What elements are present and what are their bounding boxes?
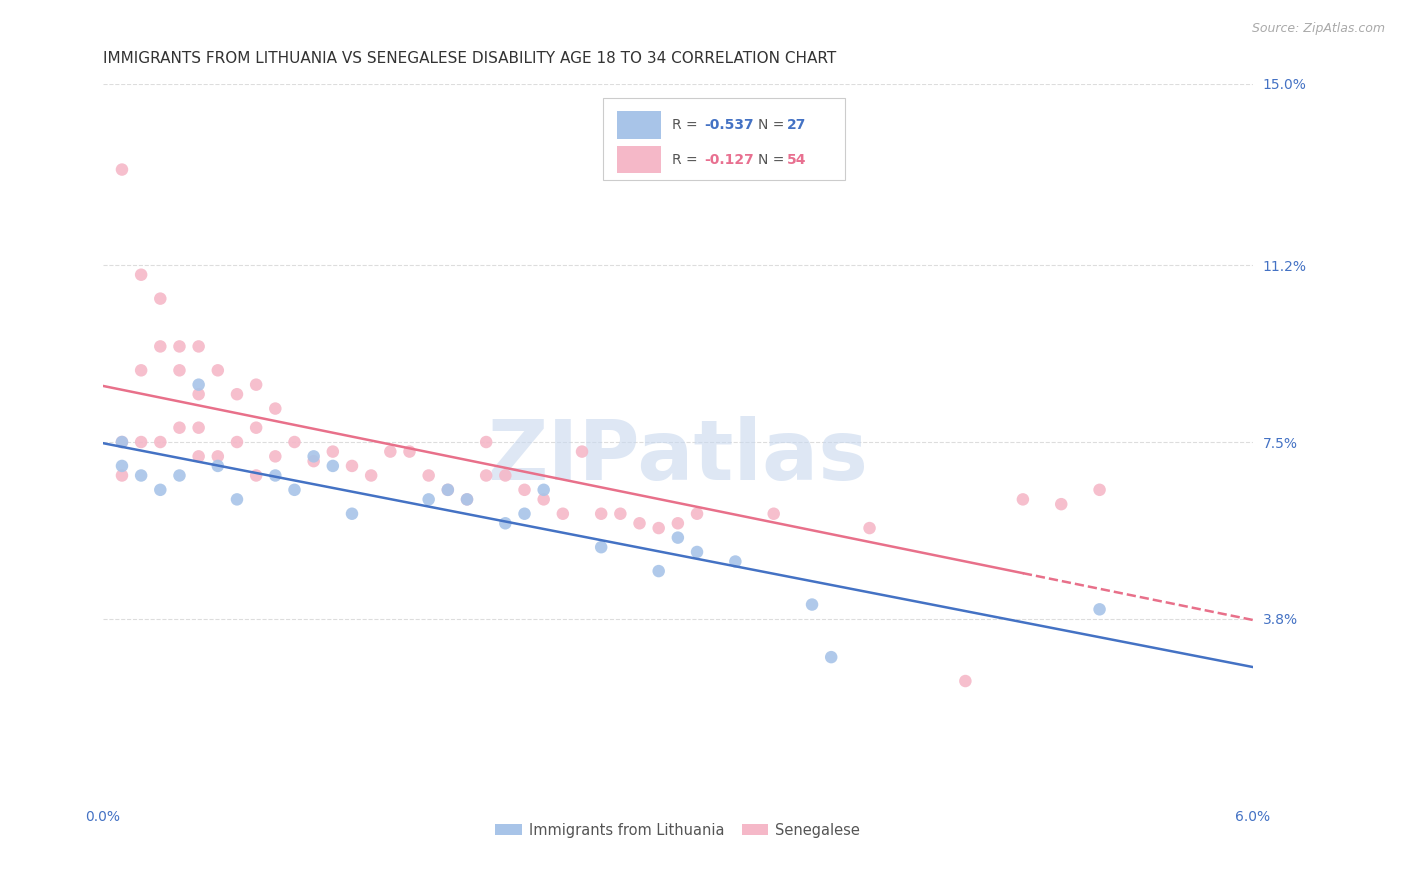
Point [169, 363, 191, 377]
Point [149, 483, 172, 497]
Point [1088, 483, 1111, 497]
Point [513, 483, 536, 497]
Text: N =: N = [758, 153, 789, 167]
Point [591, 507, 613, 521]
Legend: Immigrants from Lithuania, Senegalese: Immigrants from Lithuania, Senegalese [489, 817, 866, 844]
Point [149, 339, 172, 353]
Text: -0.537: -0.537 [704, 118, 754, 132]
Point [129, 435, 152, 450]
Point [513, 507, 536, 521]
Point [418, 492, 440, 507]
Point [360, 468, 382, 483]
FancyBboxPatch shape [617, 146, 661, 173]
Point [149, 292, 172, 306]
Text: N =: N = [758, 118, 789, 132]
Point [475, 435, 498, 450]
Text: R =: R = [672, 153, 702, 167]
Point [551, 507, 574, 521]
Point [226, 492, 249, 507]
Point [226, 435, 249, 450]
Point [1088, 602, 1111, 616]
Text: ZIPatlas: ZIPatlas [488, 416, 869, 497]
Point [1050, 497, 1073, 511]
Point [187, 339, 209, 353]
Point [647, 521, 669, 535]
Point [340, 458, 363, 473]
Point [666, 516, 689, 531]
Point [111, 468, 134, 483]
Point [245, 468, 267, 483]
Point [111, 435, 134, 450]
Point [609, 507, 631, 521]
Point [245, 420, 267, 434]
Text: R =: R = [672, 118, 702, 132]
Point [762, 507, 785, 521]
Point [955, 673, 977, 688]
Point [591, 540, 613, 554]
Point [129, 268, 152, 282]
Point [666, 531, 689, 545]
Text: IMMIGRANTS FROM LITHUANIA VS SENEGALESE DISABILITY AGE 18 TO 34 CORRELATION CHAR: IMMIGRANTS FROM LITHUANIA VS SENEGALESE … [103, 51, 837, 66]
Point [187, 450, 209, 464]
Point [302, 454, 325, 468]
Point [628, 516, 651, 531]
FancyBboxPatch shape [603, 98, 845, 180]
Point [322, 444, 344, 458]
Point [111, 435, 134, 450]
Point [149, 435, 172, 450]
Point [322, 458, 344, 473]
Point [169, 468, 191, 483]
Point [494, 468, 516, 483]
Point [283, 435, 305, 450]
Point [437, 483, 460, 497]
Point [820, 650, 842, 665]
Point [801, 598, 824, 612]
Point [418, 468, 440, 483]
Point [169, 420, 191, 434]
Point [187, 377, 209, 392]
Point [187, 387, 209, 401]
Point [207, 450, 229, 464]
Point [111, 162, 134, 177]
Point [686, 507, 709, 521]
FancyBboxPatch shape [617, 112, 661, 138]
Point [1012, 492, 1035, 507]
Point [302, 450, 325, 464]
Point [858, 521, 880, 535]
Point [456, 492, 478, 507]
Point [494, 516, 516, 531]
Text: Source: ZipAtlas.com: Source: ZipAtlas.com [1251, 22, 1385, 36]
Point [724, 555, 747, 569]
Point [187, 420, 209, 434]
Point [264, 468, 287, 483]
Point [437, 483, 460, 497]
Point [207, 363, 229, 377]
Text: 54: 54 [787, 153, 807, 167]
Point [380, 444, 402, 458]
Point [264, 450, 287, 464]
Point [686, 545, 709, 559]
Point [111, 458, 134, 473]
Point [475, 468, 498, 483]
Point [129, 468, 152, 483]
Point [129, 363, 152, 377]
Point [398, 444, 420, 458]
Point [533, 483, 555, 497]
Point [207, 458, 229, 473]
Point [264, 401, 287, 416]
Point [456, 492, 478, 507]
Point [283, 483, 305, 497]
Point [226, 387, 249, 401]
Point [169, 339, 191, 353]
Point [533, 492, 555, 507]
Point [245, 377, 267, 392]
Point [340, 507, 363, 521]
Text: 27: 27 [787, 118, 807, 132]
Text: -0.127: -0.127 [704, 153, 754, 167]
Point [647, 564, 669, 578]
Point [571, 444, 593, 458]
